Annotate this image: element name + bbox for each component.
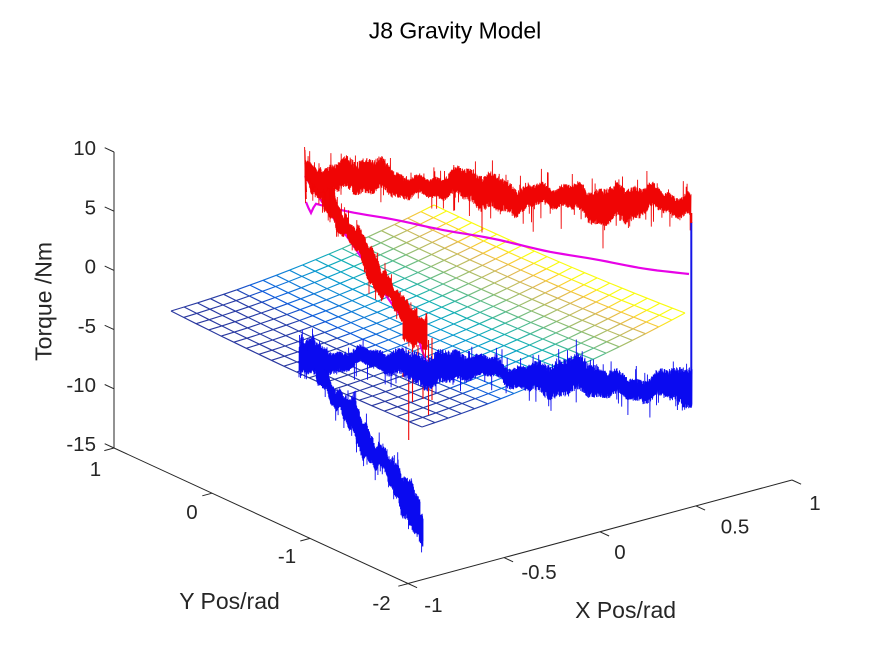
svg-text:-5: -5 <box>78 315 96 338</box>
svg-text:0: 0 <box>186 501 197 524</box>
svg-text:Y Pos/rad: Y Pos/rad <box>179 588 280 614</box>
svg-text:0: 0 <box>85 256 96 279</box>
svg-text:X Pos/rad: X Pos/rad <box>575 597 676 623</box>
svg-text:0.5: 0.5 <box>721 516 750 539</box>
svg-text:1: 1 <box>90 458 101 481</box>
svg-text:-1: -1 <box>278 545 296 568</box>
svg-text:-2: -2 <box>372 592 390 615</box>
svg-text:Torque /Nm: Torque /Nm <box>31 242 57 361</box>
svg-text:10: 10 <box>73 137 96 160</box>
svg-text:1: 1 <box>809 492 820 515</box>
svg-text:-10: -10 <box>66 374 96 397</box>
svg-text:-1: -1 <box>424 594 442 617</box>
svg-text:-0.5: -0.5 <box>521 561 556 584</box>
svg-text:J8 Gravity Model: J8 Gravity Model <box>369 18 542 44</box>
svg-text:0: 0 <box>614 541 625 564</box>
svg-text:-15: -15 <box>66 433 96 456</box>
svg-text:5: 5 <box>85 196 96 219</box>
